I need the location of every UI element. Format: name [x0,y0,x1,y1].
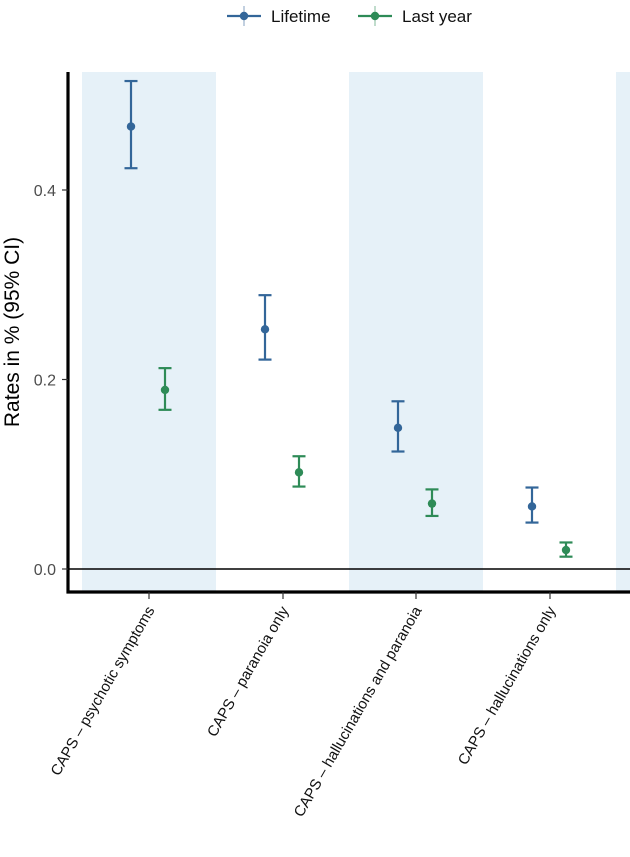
x-tick-labels: CAPS – psychotic symptoms CAPS – paranoia… [47,603,559,820]
data-point [527,502,537,511]
y-tick-label: 0.0 [34,562,56,579]
category-band [82,72,216,592]
data-point [160,385,170,395]
legend-label-last-year: Last year [402,7,472,26]
data-point [561,545,571,555]
data-point [294,468,304,477]
data-point [126,122,136,131]
x-tick-label: CAPS – psychotic symptoms [47,604,158,779]
axes [62,72,630,599]
y-axis-title: Rates in % (95% CI) [1,237,24,427]
data-marks [124,79,573,558]
data-point [393,423,403,433]
y-tick-labels: 0.0 0.2 0.4 [34,183,56,579]
legend-label-lifetime: Lifetime [271,7,331,26]
legend-marker [370,11,380,21]
x-tick-label: CAPS – paranoia only [204,603,293,740]
category-band [616,72,630,592]
series-last-year [158,367,573,558]
data-point [260,325,270,334]
y-tick-label: 0.4 [34,183,56,200]
x-tick-label: CAPS – hallucinations and paranoia [291,603,426,820]
series-lifetime [124,79,539,524]
x-tick-label: CAPS – hallucinations only [455,603,560,768]
legend: Lifetime Last year [227,6,472,26]
category-band [349,72,483,592]
data-point [427,499,437,508]
legend-marker [239,11,249,21]
category-bands [82,72,630,592]
y-tick-label: 0.2 [34,373,56,390]
